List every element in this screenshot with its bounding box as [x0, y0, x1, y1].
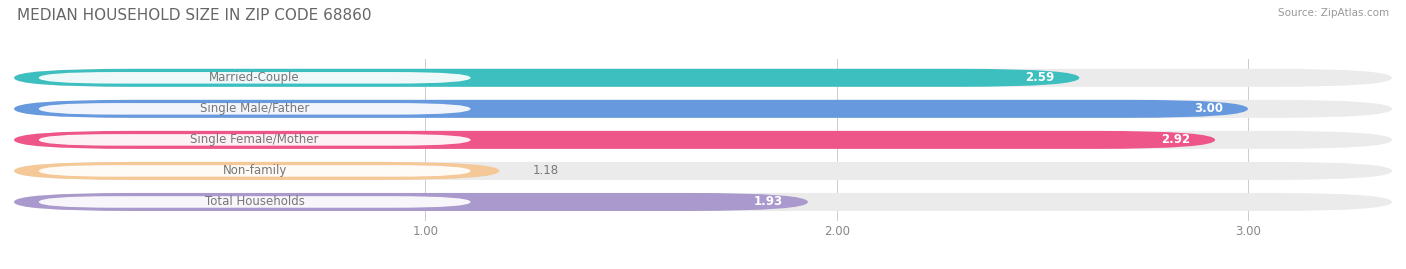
- FancyBboxPatch shape: [14, 131, 1392, 149]
- FancyBboxPatch shape: [14, 69, 1392, 87]
- Text: Single Male/Father: Single Male/Father: [200, 102, 309, 115]
- FancyBboxPatch shape: [14, 131, 1215, 149]
- Text: 2.59: 2.59: [1025, 71, 1054, 84]
- FancyBboxPatch shape: [14, 162, 499, 180]
- Text: Married-Couple: Married-Couple: [209, 71, 299, 84]
- FancyBboxPatch shape: [14, 100, 1249, 118]
- Text: 3.00: 3.00: [1194, 102, 1223, 115]
- FancyBboxPatch shape: [39, 134, 471, 146]
- FancyBboxPatch shape: [39, 196, 471, 208]
- FancyBboxPatch shape: [39, 165, 471, 177]
- FancyBboxPatch shape: [14, 193, 808, 211]
- Text: 1.93: 1.93: [754, 196, 783, 208]
- FancyBboxPatch shape: [39, 72, 471, 84]
- FancyBboxPatch shape: [39, 103, 471, 115]
- FancyBboxPatch shape: [14, 69, 1080, 87]
- Text: MEDIAN HOUSEHOLD SIZE IN ZIP CODE 68860: MEDIAN HOUSEHOLD SIZE IN ZIP CODE 68860: [17, 8, 371, 23]
- Text: Non-family: Non-family: [222, 164, 287, 178]
- Text: Source: ZipAtlas.com: Source: ZipAtlas.com: [1278, 8, 1389, 18]
- Text: 2.92: 2.92: [1161, 133, 1191, 146]
- FancyBboxPatch shape: [14, 162, 1392, 180]
- FancyBboxPatch shape: [14, 100, 1392, 118]
- FancyBboxPatch shape: [14, 193, 1392, 211]
- Text: 1.18: 1.18: [533, 164, 558, 178]
- Text: Total Households: Total Households: [205, 196, 305, 208]
- Text: Single Female/Mother: Single Female/Mother: [190, 133, 319, 146]
